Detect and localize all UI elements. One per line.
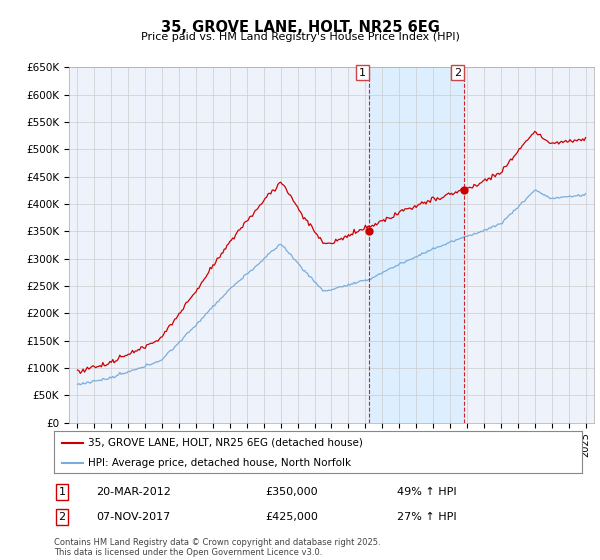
Text: 35, GROVE LANE, HOLT, NR25 6EG: 35, GROVE LANE, HOLT, NR25 6EG [161, 20, 439, 35]
Text: £350,000: £350,000 [265, 487, 318, 497]
Text: 27% ↑ HPI: 27% ↑ HPI [397, 512, 457, 522]
Text: 2: 2 [454, 68, 461, 78]
Text: 2: 2 [58, 512, 65, 522]
Text: 07-NOV-2017: 07-NOV-2017 [96, 512, 170, 522]
Text: 1: 1 [58, 487, 65, 497]
Text: 49% ↑ HPI: 49% ↑ HPI [397, 487, 457, 497]
Text: 20-MAR-2012: 20-MAR-2012 [96, 487, 171, 497]
Text: HPI: Average price, detached house, North Norfolk: HPI: Average price, detached house, Nort… [88, 458, 352, 468]
Text: 1: 1 [359, 68, 366, 78]
Text: Contains HM Land Registry data © Crown copyright and database right 2025.
This d: Contains HM Land Registry data © Crown c… [54, 538, 380, 557]
Text: Price paid vs. HM Land Registry's House Price Index (HPI): Price paid vs. HM Land Registry's House … [140, 32, 460, 43]
Text: 35, GROVE LANE, HOLT, NR25 6EG (detached house): 35, GROVE LANE, HOLT, NR25 6EG (detached… [88, 438, 363, 448]
Text: £425,000: £425,000 [265, 512, 318, 522]
Bar [369, 67, 464, 423]
